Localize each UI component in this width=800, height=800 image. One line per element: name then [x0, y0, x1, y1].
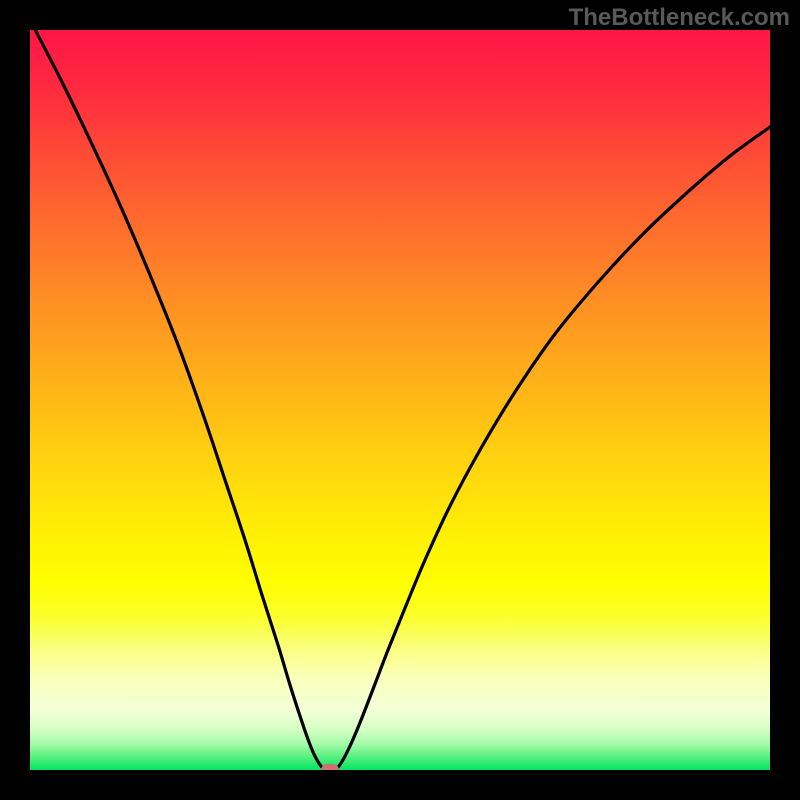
- frame-left: [0, 0, 30, 800]
- plot-background: [30, 30, 770, 770]
- watermark-text: TheBottleneck.com: [569, 4, 790, 32]
- frame-right: [770, 0, 800, 800]
- bottleneck-chart: [0, 0, 800, 800]
- frame-bottom: [0, 770, 800, 800]
